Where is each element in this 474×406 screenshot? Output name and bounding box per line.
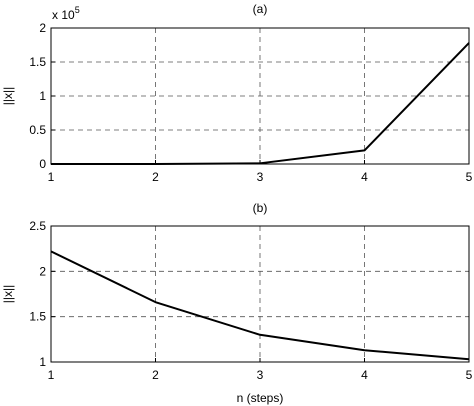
panel-b-y-axis-label: ||x|| <box>1 285 15 303</box>
panel-b-x-tick-label: 2 <box>152 368 159 382</box>
panel-a-y-axis-label: ||x|| <box>1 87 15 105</box>
panel-b-y-tick-label: 1 <box>39 355 46 369</box>
panel-b-x-tick-label: 3 <box>257 368 264 382</box>
panel-a-x-tick-label: 2 <box>152 170 159 184</box>
panel-b-ticks: 1 2 3 4 5 1 1.5 2 2.5 <box>29 219 472 382</box>
panel-a-y-tick-label: 1.5 <box>29 55 46 69</box>
panel-a-y-tick-label: 0 <box>39 157 46 171</box>
panel-b-series-line <box>50 250 470 361</box>
panel-a-title: (a) <box>253 2 268 16</box>
panel-a-x-tick-label: 5 <box>466 170 473 184</box>
panel-a-y-tick-label: 1 <box>39 89 46 103</box>
panel-b-y-tick-label: 2.5 <box>29 219 46 233</box>
panel-a-axes-frame <box>50 27 470 165</box>
panel-a-y-tick-label: 0.5 <box>29 123 46 137</box>
panel-b-x-tick-label: 1 <box>48 368 55 382</box>
panel-b-x-axis-label: n (steps) <box>237 391 284 405</box>
panel-a-y-tick-label: 2 <box>39 21 46 35</box>
panel-b-y-tick-label: 1.5 <box>29 310 46 324</box>
panel-a-grid <box>51 28 469 164</box>
panel-b-y-tick-label: 2 <box>39 264 46 278</box>
panel-a-x-tick-label: 1 <box>48 170 55 184</box>
panel-a-y-multiplier: x 105 <box>52 5 80 22</box>
panel-b-x-tick-label: 5 <box>466 368 473 382</box>
panel-b-x-tick-label: 4 <box>361 368 368 382</box>
panel-b-title: (b) <box>253 201 268 215</box>
panel-a: (a) x 105 ||x|| 1 2 3 4 5 0 0.5 1 1.5 2 <box>1 2 473 184</box>
panel-b: (b) ||x|| n (steps) 1 2 3 4 5 1 1.5 2 2.5 <box>1 201 473 405</box>
panel-a-x-tick-label: 3 <box>257 170 264 184</box>
panel-a-ticks: 1 2 3 4 5 0 0.5 1 1.5 2 <box>29 21 472 184</box>
panel-b-grid <box>51 226 469 362</box>
panel-b-series <box>50 250 470 361</box>
panel-b-axes-frame <box>50 225 470 363</box>
panel-a-x-tick-label: 4 <box>361 170 368 184</box>
